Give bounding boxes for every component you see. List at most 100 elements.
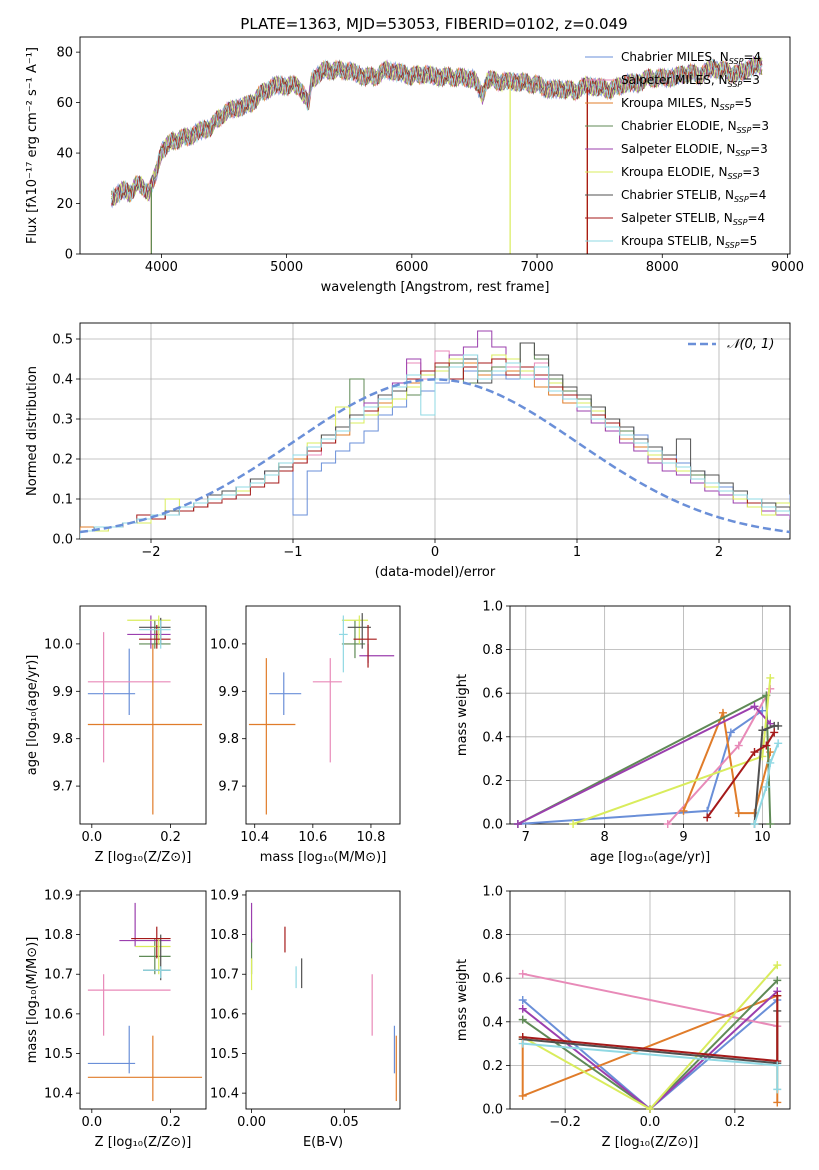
- x-tick-label: 5000: [270, 260, 303, 275]
- y-tick-label: 1.0: [482, 885, 503, 900]
- weight-lines: [513, 673, 783, 828]
- y-tick-label: 1.0: [482, 600, 503, 615]
- axes-frame: [79, 322, 791, 540]
- y-axis-label: Flux [fλ10⁻¹⁷ erg cm⁻² s⁻¹ A⁻¹]: [25, 47, 40, 244]
- axes-frame: [245, 890, 401, 1110]
- y-tick-label: 0.5: [52, 333, 73, 348]
- spectrum-line: [110, 54, 763, 204]
- y-tick-label: 0.2: [482, 1059, 503, 1074]
- legend-entry: Salpeter STELIB, NSSP=4: [621, 211, 765, 227]
- x-axis-label: Z [log₁₀(Z/Z⊙)]: [95, 1135, 192, 1150]
- x-tick-label: 7000: [521, 260, 554, 275]
- x-axis-label: mass [log₁₀(M/M⊙)]: [260, 850, 387, 865]
- x-tick-label: 8000: [646, 260, 679, 275]
- histogram-series: [80, 362, 790, 539]
- weight-series: [706, 731, 776, 819]
- y-tick-label: 0.6: [482, 687, 503, 702]
- weight-marker: [766, 758, 775, 767]
- weight-marker: [773, 976, 782, 985]
- weight-marker: [774, 739, 783, 748]
- x-axis-label: Z [log₁₀(Z/Z⊙)]: [95, 850, 192, 865]
- weight-marker: [774, 721, 783, 730]
- y-tick-label: 80: [56, 46, 73, 61]
- y-tick-label: 10.5: [44, 1047, 73, 1062]
- x-axis-label: E(B-V): [303, 1135, 343, 1150]
- x-tick-label: 0.2: [725, 1115, 746, 1130]
- y-tick-label: 9.8: [218, 732, 239, 747]
- x-tick-label: 6000: [395, 260, 428, 275]
- x-tick-label: 0.2: [160, 830, 181, 845]
- x-tick-label: 9000: [771, 260, 804, 275]
- weight-marker: [726, 728, 735, 737]
- legend-subscript: SSP: [735, 149, 750, 158]
- legend-text: Chabrier MILES, N: [621, 50, 729, 64]
- y-tick-label: 9.8: [52, 732, 73, 747]
- weight-marker: [518, 1004, 527, 1013]
- x-axis-label: (data-model)/error: [375, 565, 496, 580]
- weight-marker: [773, 991, 782, 1000]
- x-tick-label: −1: [283, 545, 302, 560]
- weight-marker: [766, 820, 775, 828]
- legend-entry: Chabrier ELODIE, NSSP=3: [621, 119, 769, 135]
- weight-marker: [773, 1085, 782, 1094]
- legend-subscript: SSP: [725, 241, 740, 250]
- x-tick-label: 0.0: [81, 830, 102, 845]
- x-tick-label: 2: [715, 545, 723, 560]
- x-tick-label: 10.4: [240, 830, 269, 845]
- weight-marker: [646, 1105, 654, 1113]
- y-tick-label: 10.6: [44, 1007, 73, 1022]
- errorbars: [248, 613, 395, 815]
- weight-marker: [750, 820, 759, 828]
- y-tick-label: 0.4: [52, 373, 73, 388]
- errorbars: [87, 615, 203, 815]
- x-tick-label: 7: [522, 830, 530, 845]
- y-axis-label: age [log₁₀(age/yr)]: [25, 655, 40, 776]
- y-tick-label: 0.0: [52, 533, 73, 548]
- y-tick-label: 0: [65, 248, 73, 263]
- weight-marker: [773, 1098, 782, 1107]
- legend-value: =5: [740, 234, 758, 248]
- y-tick-label: 0.8: [482, 928, 503, 943]
- x-tick-label: 0.05: [330, 1115, 359, 1130]
- legend-value: =4: [749, 188, 767, 202]
- legend-value: =3: [750, 142, 768, 156]
- x-tick-label: 0.0: [81, 1115, 102, 1130]
- residuals-panel: −2 −1 0 1 2 0.0 0.1 0.2 0.3 0.4 0.5 (data-model)/er…: [25, 322, 791, 580]
- x-tick-label: 0.0: [640, 1115, 661, 1130]
- y-tick-label: 60: [56, 96, 73, 111]
- x-tick-label: 10.8: [356, 830, 385, 845]
- legend-subscript: SSP: [728, 172, 743, 181]
- legend-subscript: SSP: [737, 126, 752, 135]
- x-tick-label: −2: [141, 545, 160, 560]
- mass_vs_Z-panel: 0.0 0.2 10.4 10.5 10.6 10.7 10.8 10.9 Z [log₁₀(Z…: [25, 888, 207, 1150]
- legend-subscript: SSP: [729, 57, 744, 66]
- axes-frame: [245, 605, 401, 825]
- legend-subscript: SSP: [734, 195, 749, 204]
- axes-frame: [509, 605, 791, 825]
- weight-marker: [734, 809, 743, 818]
- weight-marker: [679, 806, 688, 815]
- age_vs_mass-panel: 10.4 10.6 10.8 9.7 9.8 9.9 10.0 mass [log₁₀(M/M…: [210, 605, 401, 865]
- x-tick-label: −0.2: [549, 1115, 581, 1130]
- weight_vs_Z-panel: −0.2 0.0 0.2 0.0 0.2 0.4 0.6 0.8 1.0 Z [log₁₀(Z/Z…: [455, 885, 791, 1150]
- legend-value: =3: [742, 73, 760, 87]
- legend-text: Kroupa MILES, N: [621, 96, 720, 110]
- legend-entry: 𝒩(0, 1): [727, 337, 774, 352]
- x-tick-label: 10.6: [298, 830, 327, 845]
- legend-entry: Kroupa MILES, NSSP=5: [621, 96, 752, 112]
- y-tick-label: 9.9: [218, 685, 239, 700]
- y-axis-label: mass weight: [455, 959, 470, 1041]
- y-tick-label: 0.2: [52, 453, 73, 468]
- plots-layer: 4000 5000 6000 7000 8000 9000020406080wavelen…: [25, 36, 804, 1150]
- y-tick-label: 10.0: [210, 637, 239, 652]
- spectrum-line: [110, 55, 763, 207]
- weight-series: [572, 677, 772, 825]
- y-tick-label: 0.6: [482, 972, 503, 987]
- spectrum-line: [110, 57, 763, 207]
- legend-entry: Chabrier STELIB, NSSP=4: [621, 188, 766, 204]
- age_vs_Z-panel: 0.0 0.2 9.7 9.8 9.9 10.0 Z [log₁₀(Z/Z⊙)] age [l…: [25, 605, 207, 865]
- weight-marker: [750, 702, 759, 711]
- weight-marker: [518, 1091, 527, 1100]
